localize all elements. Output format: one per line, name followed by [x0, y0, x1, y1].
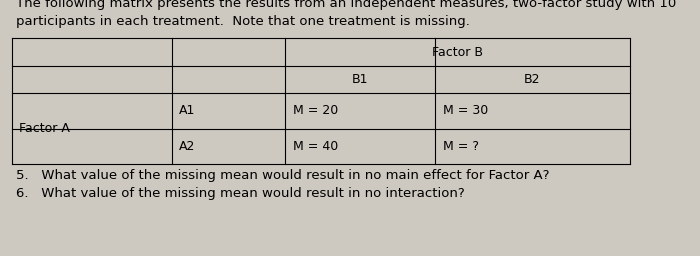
Text: 6.   What value of the missing mean would result in no interaction?: 6. What value of the missing mean would …	[16, 187, 465, 200]
Text: Factor A: Factor A	[19, 122, 70, 135]
Text: M = 30: M = 30	[443, 104, 489, 118]
Text: 5.   What value of the missing mean would result in no main effect for Factor A?: 5. What value of the missing mean would …	[16, 169, 550, 182]
Text: M = ?: M = ?	[443, 140, 479, 153]
Text: A2: A2	[179, 140, 195, 153]
Text: B1: B1	[351, 73, 368, 86]
Text: A1: A1	[179, 104, 195, 118]
Text: M = 20: M = 20	[293, 104, 338, 118]
Text: Factor B: Factor B	[432, 46, 483, 59]
Text: participants in each treatment.  Note that one treatment is missing.: participants in each treatment. Note tha…	[16, 15, 470, 28]
Text: The following matrix presents the results from an independent measures, two-fact: The following matrix presents the result…	[16, 0, 676, 10]
Text: B2: B2	[524, 73, 540, 86]
Text: M = 40: M = 40	[293, 140, 338, 153]
